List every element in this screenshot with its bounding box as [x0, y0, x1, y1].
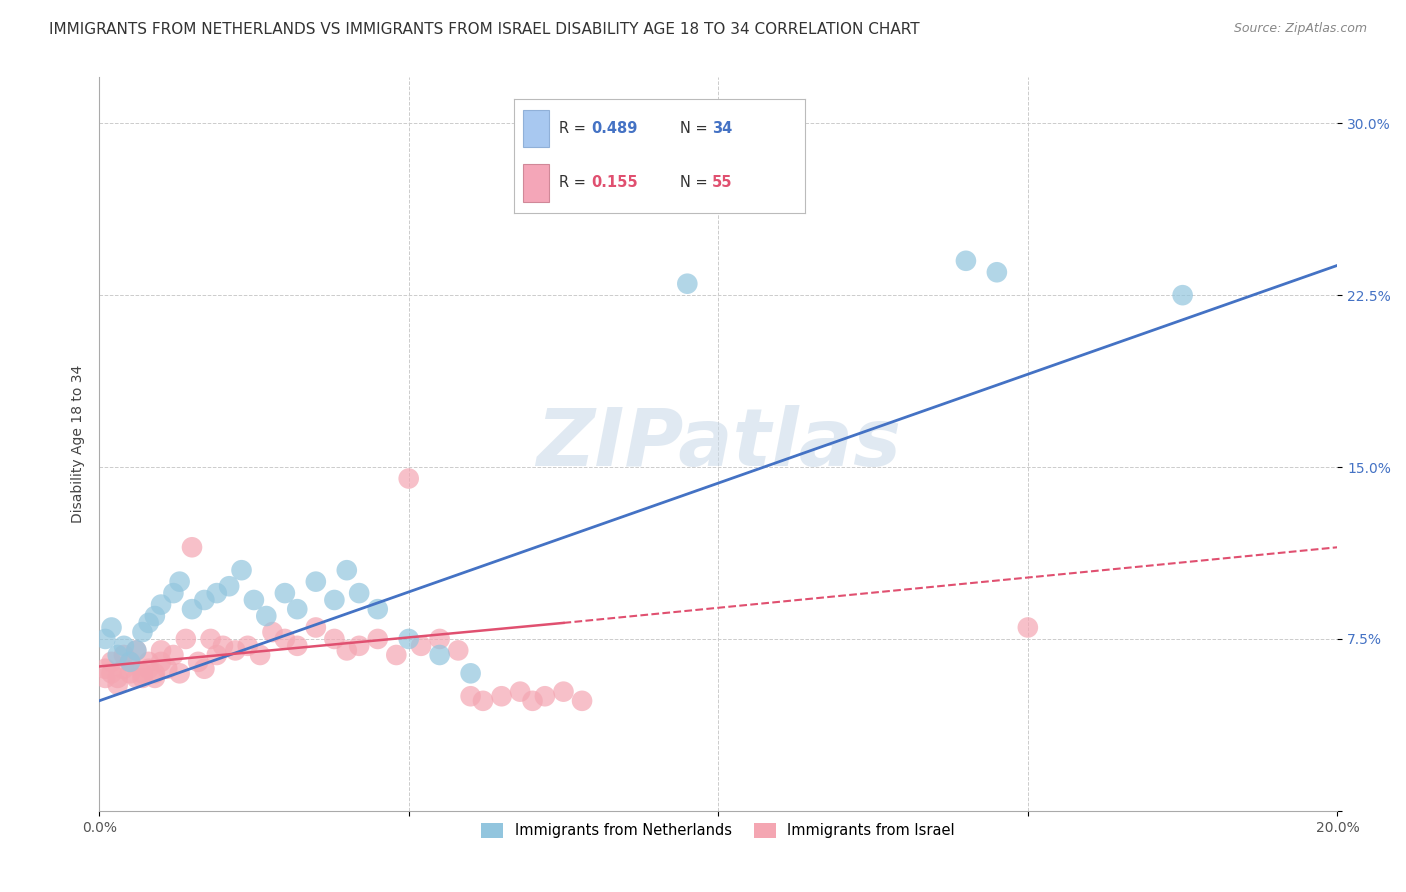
Point: [143, 666, 166, 681]
Point: [150, 643, 173, 657]
Point: [112, 648, 135, 662]
Point: [94, 671, 117, 685]
Point: [143, 671, 166, 685]
Point: [120, 655, 142, 669]
Point: [385, 648, 408, 662]
Point: [534, 690, 557, 704]
Point: [429, 648, 451, 662]
Point: [491, 690, 513, 704]
Legend: Immigrants from Netherlands, Immigrants from Israel: Immigrants from Netherlands, Immigrants …: [475, 817, 960, 844]
Point: [112, 639, 135, 653]
Point: [94, 662, 117, 676]
Point: [254, 609, 277, 624]
Point: [94, 632, 117, 646]
Point: [367, 632, 389, 646]
Point: [107, 648, 129, 662]
Point: [522, 694, 544, 708]
Point: [169, 666, 191, 681]
Point: [249, 648, 271, 662]
Point: [205, 648, 228, 662]
Point: [100, 655, 122, 669]
Point: [231, 563, 253, 577]
Point: [1171, 288, 1194, 302]
Point: [285, 639, 308, 653]
Point: [645, 151, 668, 165]
Point: [472, 694, 495, 708]
Point: [986, 265, 1008, 279]
Point: [274, 632, 297, 646]
Point: [323, 632, 346, 646]
Point: [150, 655, 173, 669]
Point: [218, 579, 240, 593]
Y-axis label: Disability Age 18 to 34: Disability Age 18 to 34: [72, 365, 86, 524]
Point: [429, 632, 451, 646]
Point: [112, 662, 135, 676]
Text: IMMIGRANTS FROM NETHERLANDS VS IMMIGRANTS FROM ISRAEL DISABILITY AGE 18 TO 34 CO: IMMIGRANTS FROM NETHERLANDS VS IMMIGRANT…: [49, 22, 920, 37]
Point: [1017, 620, 1039, 634]
Point: [156, 662, 179, 676]
Point: [138, 662, 160, 676]
Point: [174, 632, 197, 646]
Point: [162, 648, 184, 662]
Point: [125, 643, 148, 657]
Point: [181, 602, 204, 616]
Point: [262, 625, 284, 640]
Point: [169, 574, 191, 589]
Point: [107, 671, 129, 685]
Point: [125, 643, 148, 657]
Point: [460, 666, 482, 681]
Point: [305, 574, 328, 589]
Point: [509, 684, 531, 698]
Point: [125, 671, 148, 685]
Text: ZIPatlas: ZIPatlas: [536, 405, 901, 483]
Point: [181, 541, 204, 555]
Point: [131, 666, 153, 681]
Point: [138, 655, 160, 669]
Point: [676, 277, 699, 291]
Point: [107, 678, 129, 692]
Point: [212, 639, 235, 653]
Point: [367, 602, 389, 616]
Point: [553, 684, 575, 698]
Point: [398, 471, 420, 485]
Point: [398, 632, 420, 646]
Point: [336, 643, 359, 657]
Point: [187, 655, 209, 669]
Point: [347, 586, 370, 600]
Point: [120, 666, 142, 681]
Point: [305, 620, 328, 634]
Point: [285, 602, 308, 616]
Point: [100, 666, 122, 681]
Point: [162, 586, 184, 600]
Point: [193, 593, 215, 607]
Point: [200, 632, 222, 646]
Text: Source: ZipAtlas.com: Source: ZipAtlas.com: [1233, 22, 1367, 36]
Point: [274, 586, 297, 600]
Point: [120, 655, 142, 669]
Point: [224, 643, 246, 657]
Point: [571, 694, 593, 708]
Point: [447, 643, 470, 657]
Point: [131, 625, 153, 640]
Point: [347, 639, 370, 653]
Point: [150, 598, 173, 612]
Point: [138, 615, 160, 630]
Point: [236, 639, 259, 653]
Point: [193, 662, 215, 676]
Point: [323, 593, 346, 607]
Point: [955, 253, 977, 268]
Point: [409, 639, 432, 653]
Point: [460, 690, 482, 704]
Point: [131, 671, 153, 685]
Point: [336, 563, 359, 577]
Point: [100, 620, 122, 634]
Point: [243, 593, 266, 607]
Point: [205, 586, 228, 600]
Point: [143, 609, 166, 624]
